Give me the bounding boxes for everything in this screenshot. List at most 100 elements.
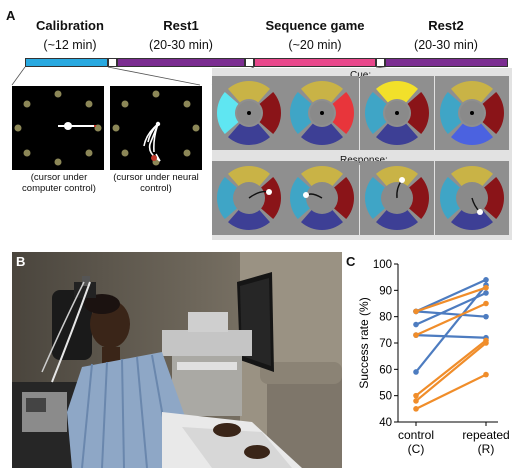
response-segment-cyan: [290, 177, 312, 219]
panel-c-letter: C: [346, 254, 356, 269]
y-tick-label: 90: [379, 285, 392, 297]
caption-computer-control: (cursor under computer control): [22, 172, 96, 194]
timeline-sequence-game: [254, 58, 376, 67]
cue-center-dot: [470, 111, 474, 115]
calibration-screen-neural: [110, 86, 202, 170]
series-line: [415, 342, 487, 402]
series-line: [415, 302, 487, 337]
calibration-screen-computer: [12, 86, 104, 170]
data-point: [413, 406, 419, 412]
y-tick-label: 60: [379, 364, 392, 376]
cue-segment-yellow: [376, 80, 418, 103]
x-tick-label: (R): [478, 442, 495, 456]
phase-duration-rest2: (20-30 min): [414, 38, 478, 52]
data-point: [483, 277, 489, 283]
y-tick-label: 50: [379, 391, 392, 403]
cue-center-dot: [320, 111, 324, 115]
response-label: Response:: [340, 155, 388, 166]
response-segment-yellow: [451, 166, 493, 188]
y-tick-label: 80: [379, 312, 392, 324]
caption-neural-control: (cursor under neural control): [113, 172, 199, 194]
phase-duration-rest1: (20-30 min): [149, 38, 213, 52]
response-segment-cyan: [365, 177, 387, 219]
cue-center-dot: [395, 111, 399, 115]
cue-segment-red: [482, 92, 504, 134]
data-point: [413, 398, 419, 404]
timeline-gap-2: [245, 58, 254, 67]
cue-segment-blue: [228, 123, 270, 145]
phase-title-sequence-game: Sequence game: [265, 18, 365, 33]
phase-title-rest1: Rest1: [163, 18, 199, 33]
series-line: [415, 310, 487, 318]
cursor-dot: [399, 177, 405, 183]
series-line: [415, 284, 487, 373]
response-segment-red: [332, 177, 354, 219]
phase-duration-sequence-game: (~20 min): [288, 38, 342, 52]
cue-wheels: [212, 76, 509, 235]
response-segment-red: [482, 177, 504, 219]
timeline-calibration: [25, 58, 108, 67]
response-segment-yellow: [301, 166, 343, 188]
y-axis-label: Success rate (%): [357, 297, 371, 388]
series-line: [415, 286, 487, 313]
data-point: [413, 321, 419, 328]
cue-segment-red: [332, 92, 354, 134]
cue-segment-blue: [451, 123, 493, 145]
series-line: [415, 334, 487, 339]
response-segment-blue: [228, 208, 270, 230]
response-segment-red: [407, 177, 430, 219]
series-line: [415, 373, 487, 410]
cue-label: Cue:: [350, 70, 372, 81]
series-line: [415, 339, 487, 397]
data-point: [483, 290, 489, 296]
participant-scene: [12, 252, 342, 468]
cue-segment-cyan: [365, 92, 387, 134]
response-segment-cyan: [440, 177, 462, 219]
x-tick-label: (C): [408, 442, 425, 456]
success-rate-chart: 40 50 60 70 80 90 100 Success rate (%) control(C…: [357, 259, 510, 456]
data-point: [483, 284, 489, 291]
data-point: [483, 371, 489, 378]
cue-segment-red: [259, 92, 281, 134]
timeline-rest2: [385, 58, 508, 67]
cue-segment-cyan: [217, 92, 239, 134]
response-segment-red: [259, 177, 281, 219]
timeline-gap-3: [376, 58, 385, 67]
cue-segment-blue: [301, 123, 343, 145]
response-segment-yellow: [376, 166, 418, 188]
cue-segment-blue: [376, 123, 418, 145]
response-segment-blue: [301, 208, 343, 231]
data-point: [483, 313, 489, 320]
response-segment-blue: [376, 208, 418, 231]
data-point: [413, 332, 419, 338]
y-tick-label: 100: [373, 259, 392, 271]
y-tick-label: 40: [379, 417, 392, 429]
phase-title-rest2: Rest2: [428, 18, 464, 33]
phase-duration-calibration: (~12 min): [43, 38, 97, 52]
series-line: [415, 278, 487, 313]
cursor-dot: [266, 189, 272, 195]
data-point: [413, 308, 419, 315]
data-point: [483, 300, 489, 307]
y-tick-label: 70: [379, 338, 392, 350]
data-point: [413, 369, 419, 375]
x-tick-label: control: [398, 428, 434, 442]
data-point: [413, 392, 419, 399]
timeline-gap-1: [108, 58, 117, 67]
cue-segment-yellow: [301, 80, 343, 103]
photo-participant: [12, 252, 342, 468]
timeline-rest1: [117, 58, 245, 67]
cue-segment-yellow: [451, 80, 493, 103]
cue-segment-red: [407, 92, 429, 134]
cue-segment-cyan: [440, 92, 462, 134]
cursor-dot: [303, 192, 309, 198]
panel-a-letter: A: [6, 8, 16, 23]
cue-segment-yellow: [228, 81, 270, 103]
cue-center-dot: [247, 111, 251, 115]
response-segment-yellow: [228, 166, 270, 188]
response-segment-cyan: [217, 177, 239, 219]
response-segment-blue: [451, 208, 493, 231]
data-point: [483, 340, 489, 346]
panel-b-letter: B: [16, 254, 26, 269]
cue-segment-cyan: [290, 92, 312, 134]
